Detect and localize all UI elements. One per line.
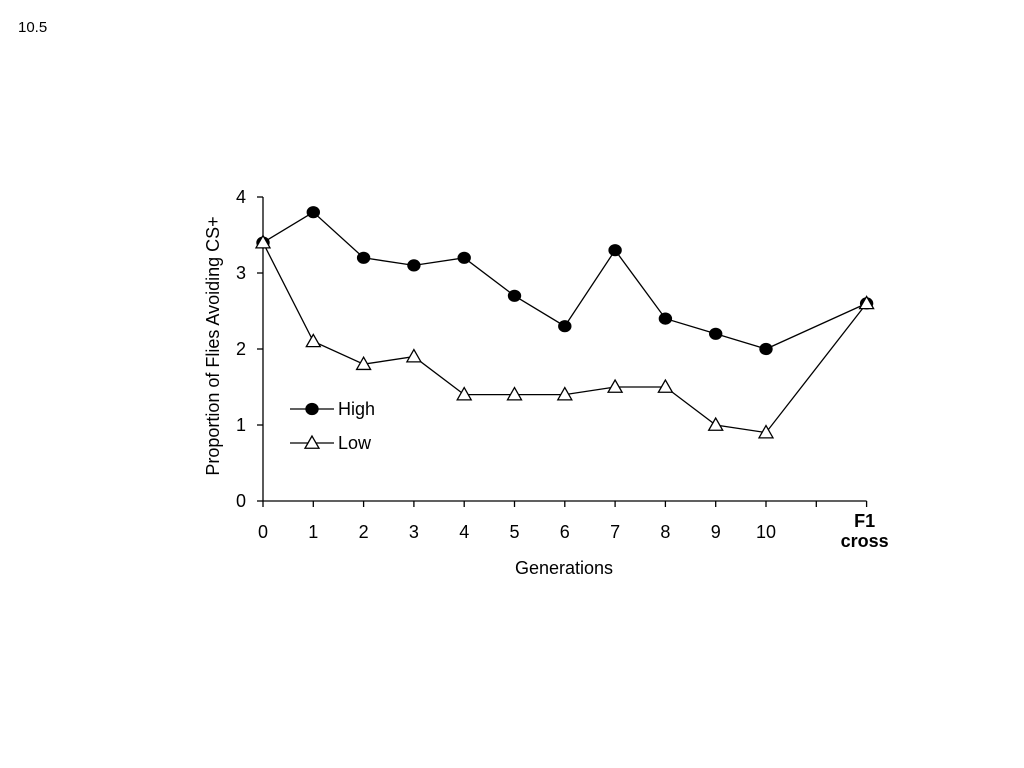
data-point-low bbox=[606, 378, 624, 393]
x-tick-label: 10 bbox=[756, 522, 776, 542]
data-point-high bbox=[658, 312, 673, 325]
legend-label-high: High bbox=[338, 399, 375, 419]
x-tick-label: 6 bbox=[560, 522, 570, 542]
y-axis-title: Proportion of Flies Avoiding CS+ bbox=[203, 216, 223, 475]
data-point-low bbox=[355, 355, 372, 371]
data-point-high bbox=[457, 251, 471, 264]
slide-number: 10.5 bbox=[18, 19, 48, 36]
data-point-low bbox=[254, 234, 272, 249]
series-line-low bbox=[262, 242, 868, 434]
x-axis-title: Generations bbox=[515, 558, 613, 578]
data-point-low bbox=[858, 295, 875, 310]
data-point-low bbox=[305, 333, 322, 348]
x-tick-label: 0 bbox=[258, 522, 268, 542]
data-point-high bbox=[407, 259, 421, 272]
y-tick-label: 1 bbox=[236, 415, 246, 435]
x-tick-label: 1 bbox=[308, 522, 318, 542]
x-tick-label: 9 bbox=[711, 522, 721, 542]
x-tick-label: 8 bbox=[660, 522, 670, 542]
data-point-low bbox=[506, 386, 523, 401]
y-tick-label: 4 bbox=[236, 187, 246, 207]
x-tick-label: 7 bbox=[610, 522, 620, 542]
legend-marker-low bbox=[303, 434, 321, 449]
x-tick-label: 5 bbox=[509, 522, 519, 542]
x-tick-label: F1 cross bbox=[841, 511, 889, 551]
tick-labels: 0 1 2 3 4 0 1 2 3 4 5 6 7 8 9 10 F1 cross Generations Propo… bbox=[203, 187, 889, 578]
series-markers bbox=[254, 206, 875, 439]
data-point-high bbox=[759, 342, 773, 356]
data-point-low bbox=[707, 416, 724, 431]
data-point-high bbox=[709, 327, 723, 340]
data-point-high bbox=[608, 244, 622, 257]
data-point-high bbox=[558, 320, 572, 333]
data-point-low bbox=[657, 378, 674, 393]
data-point-low bbox=[456, 386, 473, 401]
data-point-high bbox=[507, 289, 522, 302]
data-point-high bbox=[356, 251, 371, 264]
data-point-low bbox=[757, 424, 775, 439]
x-tick-label: 4 bbox=[459, 522, 469, 542]
x-tick-label: 2 bbox=[359, 522, 369, 542]
data-point-high bbox=[306, 206, 320, 219]
data-point-low bbox=[405, 348, 423, 363]
y-tick-label: 0 bbox=[236, 491, 246, 511]
legend-label-low: Low bbox=[338, 433, 372, 453]
x-tick-label: 3 bbox=[409, 522, 419, 542]
series-line-high bbox=[262, 211, 867, 350]
series-lines bbox=[262, 211, 868, 434]
data-point-low bbox=[556, 386, 573, 401]
y-tick-label: 2 bbox=[236, 339, 246, 359]
legend-marker-high bbox=[305, 402, 319, 416]
legend: High Low bbox=[290, 399, 375, 453]
y-tick-label: 3 bbox=[236, 263, 246, 283]
